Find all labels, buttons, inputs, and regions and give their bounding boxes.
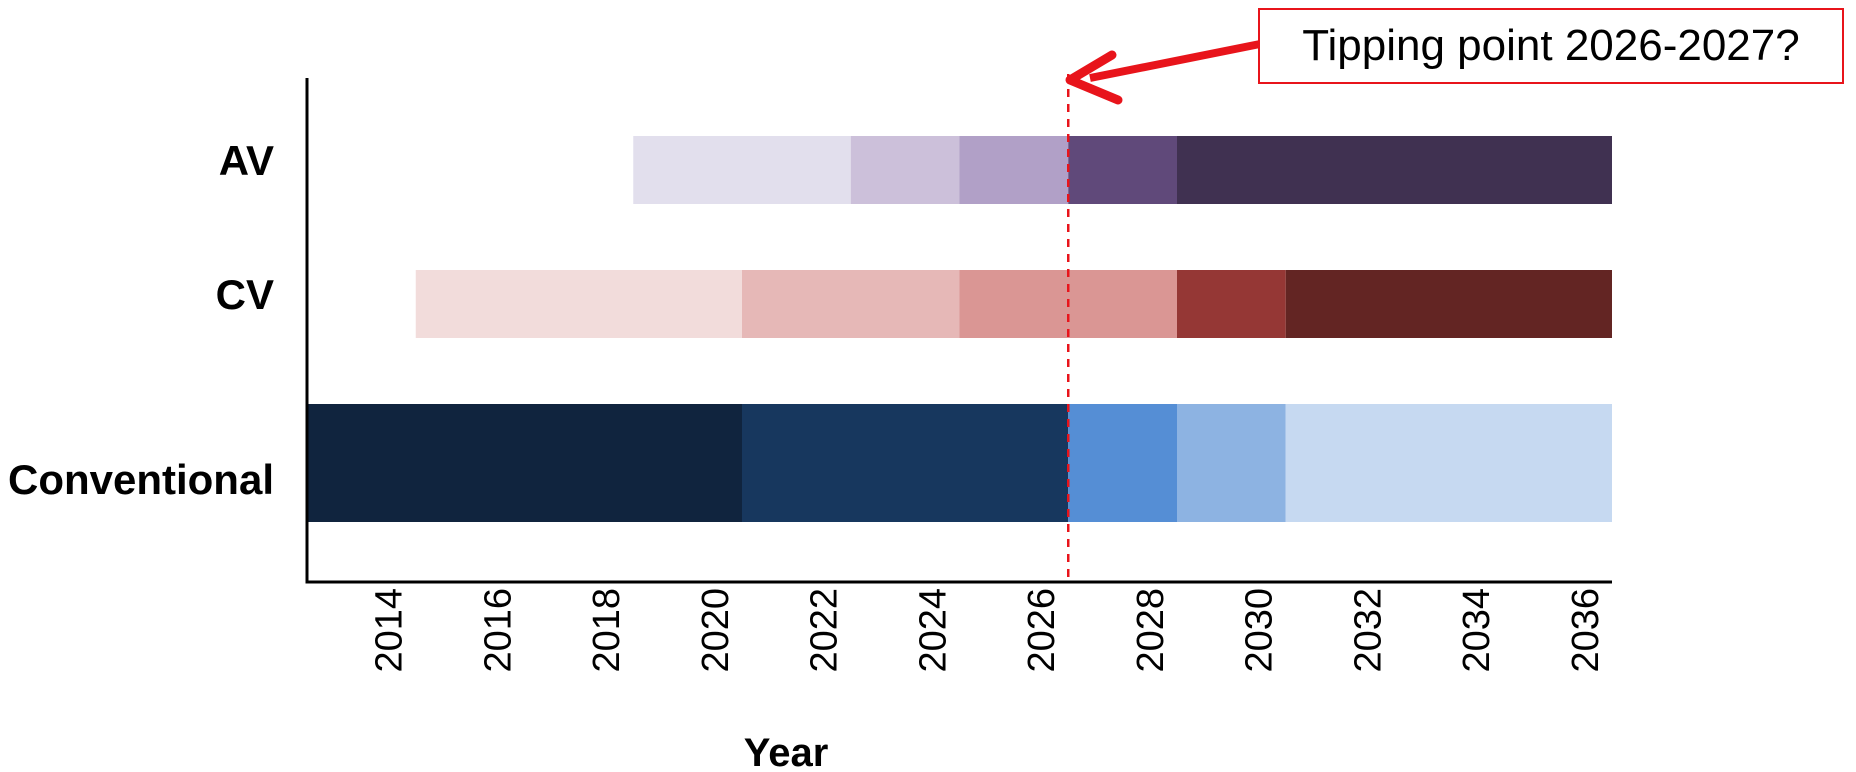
- x-tick-labels: 2014 2016 2018 2020 2022 2024 2026 2028 2030 2032…: [369, 588, 1607, 673]
- bar-segments: [307, 136, 1612, 522]
- bar-segment-conventional-0: [307, 404, 742, 522]
- bar-segment-conventional-2: [1068, 404, 1177, 522]
- x-tick-2018: 2018: [586, 588, 628, 673]
- category-labels: AV CV Conventional: [8, 137, 274, 503]
- x-tick-2026: 2026: [1021, 588, 1063, 673]
- bar-segment-conventional-4: [1285, 404, 1612, 522]
- x-axis-title: Year: [744, 731, 829, 772]
- tipping-point-annotation: Tipping point 2026-2027?: [1258, 8, 1844, 84]
- bar-segment-av-1: [850, 136, 960, 204]
- x-tick-2034: 2034: [1456, 588, 1498, 673]
- bar-segment-cv-1: [742, 270, 960, 338]
- x-tick-2032: 2032: [1347, 588, 1389, 673]
- x-tick-2020: 2020: [695, 588, 737, 673]
- bar-segment-conventional-3: [1177, 404, 1286, 522]
- annotation-arrow: [1065, 40, 1261, 105]
- arrow-head: [1065, 50, 1123, 105]
- bar-segment-conventional-1: [742, 404, 1069, 522]
- bar-segment-av-4: [1177, 136, 1612, 204]
- bar-segment-av-3: [1068, 136, 1177, 204]
- category-label-av: AV: [219, 137, 274, 184]
- x-tick-2022: 2022: [804, 588, 846, 673]
- bar-segment-cv-0: [415, 270, 742, 338]
- bar-segment-cv-4: [1285, 270, 1612, 338]
- x-tick-2024: 2024: [912, 588, 954, 673]
- x-tick-2016: 2016: [477, 588, 519, 673]
- x-tick-2036: 2036: [1565, 588, 1607, 673]
- x-tick-2030: 2030: [1239, 588, 1281, 673]
- bar-segment-av-0: [633, 136, 851, 204]
- bar-segment-av-2: [959, 136, 1069, 204]
- category-label-cv: CV: [216, 271, 274, 318]
- x-tick-2014: 2014: [369, 588, 411, 673]
- x-tick-2028: 2028: [1130, 588, 1172, 673]
- arrow-shaft: [1089, 40, 1261, 82]
- category-label-conventional: Conventional: [8, 456, 274, 503]
- bar-segment-cv-3: [1177, 270, 1286, 338]
